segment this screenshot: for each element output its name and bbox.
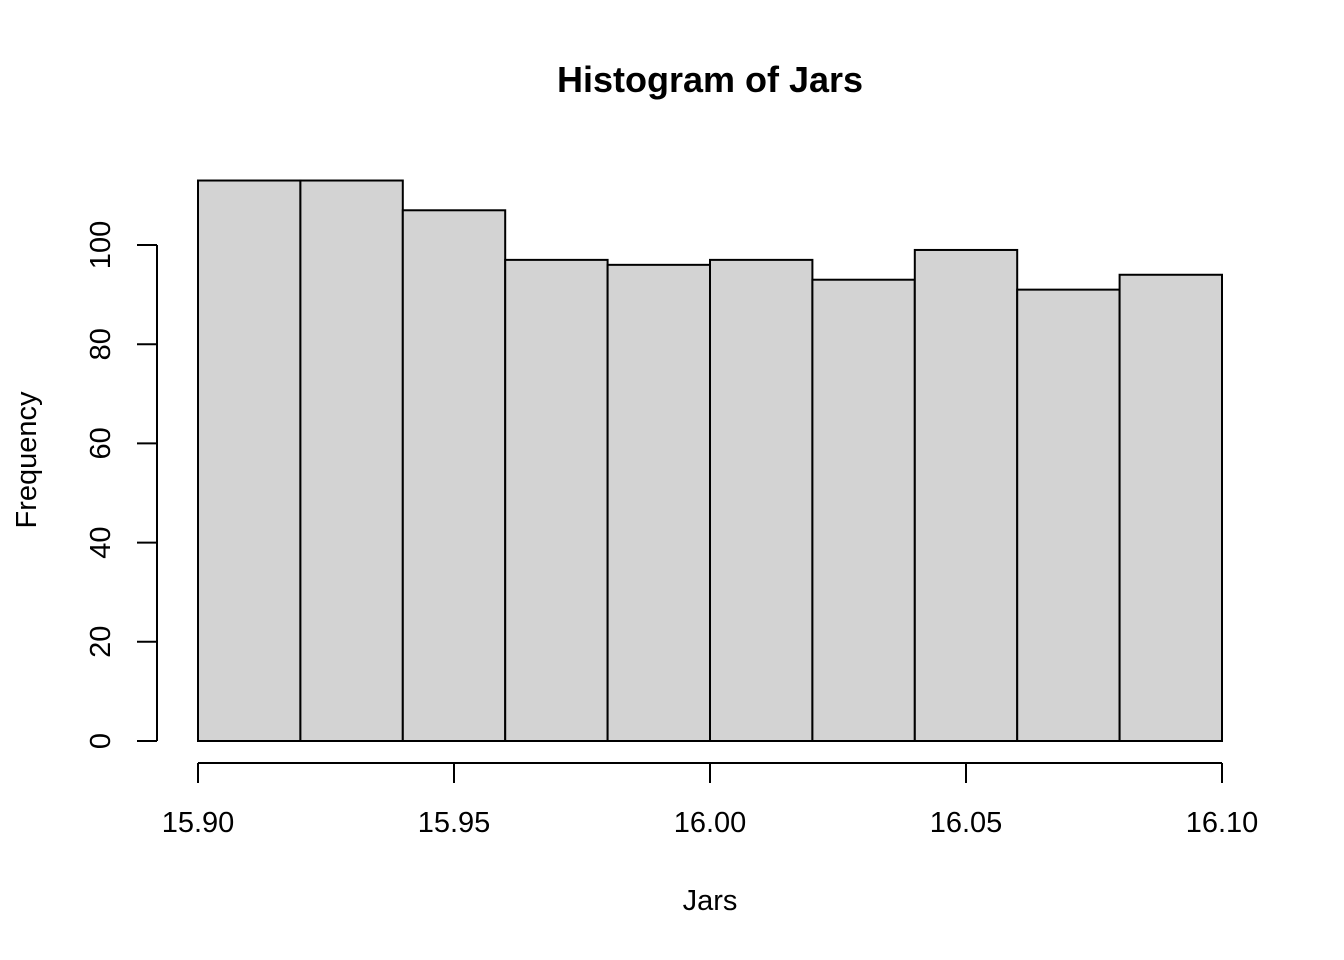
y-axis-label: Frequency: [11, 391, 43, 529]
chart-title: Histogram of Jars: [557, 59, 863, 100]
histogram-bar: [709, 258, 814, 742]
y-axis: 0 20 40 60 80 100: [85, 221, 158, 749]
x-axis-label: Jars: [683, 885, 738, 917]
bars-group: [197, 179, 1223, 743]
y-tick-label: 40: [85, 526, 117, 558]
histogram-bar: [197, 179, 302, 742]
x-tick-label: 15.90: [162, 807, 235, 839]
y-tick-label: 80: [85, 328, 117, 360]
histogram-bar: [913, 248, 1019, 743]
x-tick-label: 16.10: [1186, 807, 1259, 839]
x-tick-label: 16.05: [930, 807, 1003, 839]
histogram-bar: [1016, 288, 1121, 742]
histogram-bar: [1118, 273, 1223, 742]
histogram-bar: [299, 179, 404, 742]
histogram-bar: [811, 278, 916, 742]
y-tick-label: 0: [85, 733, 117, 749]
histogram-bar: [606, 263, 711, 742]
x-tick-label: 15.95: [418, 807, 491, 839]
x-axis: 15.90 15.95 16.00 16.05 16.10: [162, 762, 1259, 839]
y-tick-label: 100: [85, 221, 117, 269]
y-tick-label: 60: [85, 427, 117, 459]
histogram-bar: [401, 209, 507, 742]
y-tick-label: 20: [85, 626, 117, 658]
x-tick-label: 16.00: [674, 807, 747, 839]
histogram-bar: [504, 258, 609, 742]
